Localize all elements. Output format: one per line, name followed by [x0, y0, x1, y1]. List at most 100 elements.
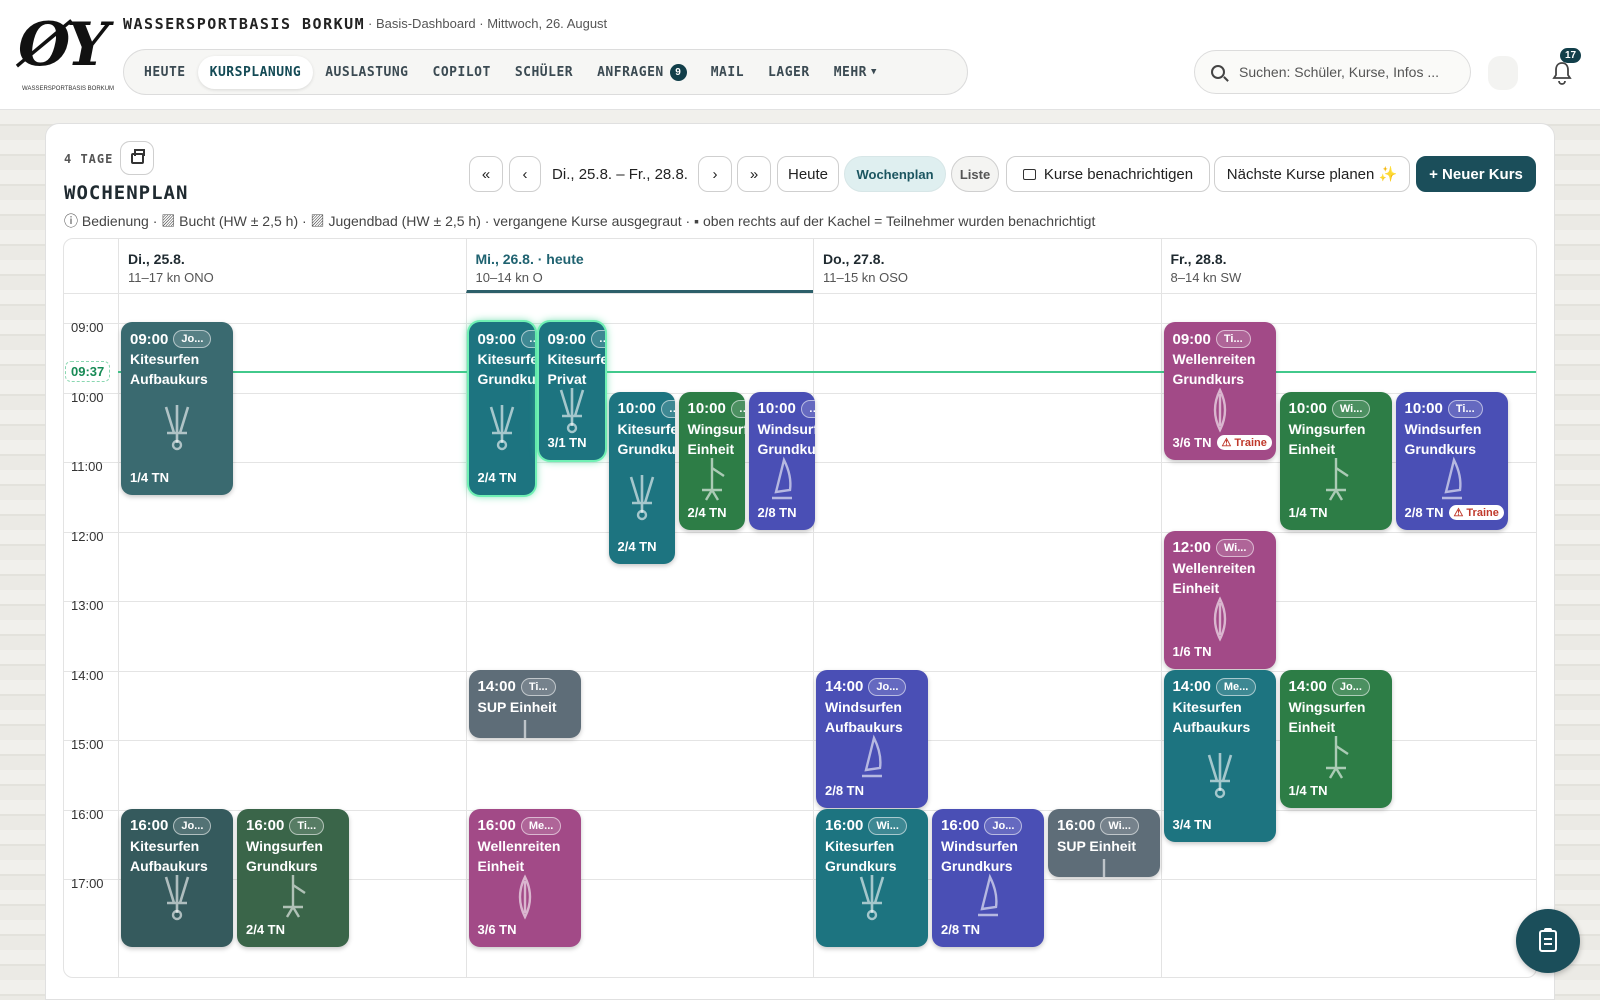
- course-time: 10:00: [687, 400, 726, 417]
- instructor-tag: Wi...: [1215, 538, 1255, 557]
- clipboard-button[interactable]: [1516, 909, 1580, 973]
- participants-count: 2/4 TN: [618, 539, 657, 554]
- instructor-tag: Jo...: [1331, 677, 1370, 696]
- search-input[interactable]: [1239, 64, 1464, 80]
- jump-back-button[interactable]: «: [469, 156, 503, 192]
- day-header[interactable]: Mi., 26.8. · heute 10–14 kn O: [465, 239, 813, 293]
- nav-item-label: HEUTE: [144, 64, 186, 80]
- course-name: Aufbaukurs: [825, 718, 903, 735]
- day-column-line: [465, 293, 467, 977]
- nav-item-anfragen[interactable]: ANFRAGEN 9: [585, 55, 699, 90]
- participants-count: 3/1 TN: [548, 435, 587, 450]
- course-name: Wingsurfen: [1288, 420, 1366, 437]
- instructor-tag: Ti...: [1447, 399, 1483, 418]
- nav-item-copilot[interactable]: COPILOT: [421, 56, 503, 89]
- tab-wochenplan[interactable]: Wochenplan: [844, 156, 946, 192]
- course-name: Grundkurs: [757, 440, 815, 457]
- course-tile-sup[interactable]: 14:00 Ti... SUP Einheit: [468, 669, 581, 738]
- day-header[interactable]: Di., 25.8. 11–17 kn ONO: [118, 239, 466, 293]
- bell-icon[interactable]: [1551, 60, 1573, 86]
- nav-item-mehr[interactable]: MEHR ▼: [822, 56, 889, 89]
- nav-item-auslastung[interactable]: AUSLASTUNG: [313, 56, 420, 89]
- day-column-line: [813, 293, 814, 977]
- logo[interactable]: ØY WASSERSPORTBASIS BORKUM: [14, 10, 114, 98]
- double-chevron-right-icon: »: [749, 165, 759, 183]
- tab-liste[interactable]: Liste: [951, 156, 999, 192]
- course-name: Kitesurfen: [547, 351, 605, 367]
- day-header[interactable]: Do., 27.8. 11–15 kn OSO: [813, 239, 1161, 293]
- nav-item-heute[interactable]: HEUTE: [132, 56, 198, 89]
- participants-count: 2/8 TN: [941, 922, 980, 937]
- current-time-label: 09:37: [65, 361, 111, 382]
- course-name: Windsurfen: [825, 698, 902, 715]
- course-tile-wind[interactable]: 10:00 Ti... Windsurfen Grundkurs 2/8 TN ⚠ Tra…: [1395, 391, 1508, 530]
- course-tile-sup[interactable]: 16:00 Wi... SUP Einheit: [1048, 808, 1160, 877]
- participants-count: 2/4 TN: [688, 505, 727, 520]
- chevron-left-icon: ‹: [522, 165, 528, 183]
- hour-line: [64, 670, 1536, 672]
- course-tile-wind[interactable]: 14:00 Jo... Windsurfen Aufbaukurs 2/8 TN: [816, 669, 928, 808]
- instructor-tag: Jo...: [173, 330, 212, 348]
- plan-next-courses-button[interactable]: Nächste Kurse planen ✨: [1214, 156, 1410, 192]
- course-name: Kitesurfen: [617, 420, 675, 437]
- jump-forward-button[interactable]: »: [737, 156, 771, 192]
- participants-count: 2/8 TN: [758, 505, 797, 520]
- course-tile-wing[interactable]: 10:00 Wi... Wingsurfen Einheit 1/4 TN: [1279, 391, 1392, 530]
- course-time: 14:00: [1288, 678, 1327, 695]
- course-time-row: 14:00 Ti...: [478, 677, 581, 696]
- nav-item-label: KURSPLANUNG: [209, 64, 302, 80]
- nav-item-mail[interactable]: MAIL: [699, 56, 756, 89]
- notify-courses-label: Kurse benachrichtigen: [1043, 165, 1194, 183]
- course-tile-welle[interactable]: 12:00 Wi... Wellenreiten Einheit 1/6 TN: [1163, 530, 1276, 669]
- prev-button[interactable]: ‹: [509, 156, 541, 192]
- participants-label: 3/6 TN: [1172, 435, 1212, 450]
- course-tile-wing[interactable]: 10:00… Wingsurfen Einheit 2/4 TN: [678, 391, 745, 530]
- course-tile-wing[interactable]: 14:00 Jo... Wingsurfen Einheit 1/4 TN: [1279, 669, 1392, 808]
- instructor-tag: Ti...: [289, 816, 325, 835]
- hour-line: [64, 740, 1536, 741]
- today-button[interactable]: Heute: [777, 156, 839, 192]
- course-tile-welle[interactable]: 16:00 Me... Wellenreiten Einheit 3/6 TN: [468, 808, 581, 947]
- course-tile-welle[interactable]: 09:00 Ti... Wellenreiten Grundkurs 3/6 TN ⚠ T…: [1163, 322, 1276, 460]
- new-course-button[interactable]: + Neuer Kurs: [1416, 156, 1536, 192]
- nav-item-label: MEHR: [833, 64, 867, 80]
- course-tile-kite[interactable]: 16:00 Wi... Kitesurfen Grundkurs: [816, 808, 928, 947]
- participants-label: 2/8 TN: [757, 504, 797, 520]
- instructor-tag: …: [660, 399, 675, 418]
- next-button[interactable]: ›: [698, 156, 732, 192]
- course-tile-kite[interactable]: 14:00 Me... Kitesurfen Aufbaukurs 3/4 TN: [1163, 669, 1276, 843]
- kite-icon: [488, 403, 516, 451]
- instructor-tag: Jo...: [868, 677, 907, 696]
- participants-count: 2/8 TN: [825, 783, 864, 798]
- participants-label: 3/1 TN: [547, 435, 587, 450]
- course-tile-kite[interactable]: 16:00 Jo... Kitesurfen Aufbaukurs: [121, 808, 233, 947]
- nav-item-schüler[interactable]: SCHÜLER: [503, 56, 585, 89]
- course-tile-kite[interactable]: 09:00 Jo... Kitesurfen Aufbaukurs 1/4 TN: [121, 322, 233, 495]
- instructor-tag: Ti...: [1215, 330, 1251, 348]
- course-name: SUP Einheit: [477, 698, 557, 715]
- participants-label: 2/4 TN: [687, 504, 727, 520]
- avatar[interactable]: [1488, 56, 1518, 90]
- course-tile-wind[interactable]: 16:00 Jo... Windsurfen Grundkurs 2/8 TN: [932, 808, 1044, 947]
- clipboard-icon: [1539, 928, 1557, 952]
- notify-courses-button[interactable]: Kurse benachrichtigen: [1006, 156, 1210, 192]
- day-header[interactable]: Fr., 28.8. 8–14 kn SW: [1160, 239, 1508, 293]
- course-tile-kite[interactable]: 09:00… Kitesurfen Privat 3/1 TN: [538, 322, 605, 460]
- nav-item-lager[interactable]: LAGER: [756, 56, 822, 89]
- instructor-tag: Wi...: [868, 816, 907, 835]
- print-button[interactable]: [120, 141, 154, 175]
- course-tile-wing[interactable]: 16:00 Ti... Wingsurfen Grundkurs 2/4 TN: [237, 808, 349, 947]
- nav-item-kursplanung[interactable]: KURSPLANUNG: [197, 55, 314, 89]
- course-tile-wind[interactable]: 10:00… Windsurfen Grundkurs 2/8 TN: [748, 391, 815, 530]
- course-tile-kite[interactable]: 09:00… Kitesurfen Grundkurs 2/4 TN: [468, 322, 535, 495]
- day-column-line: [118, 293, 119, 977]
- participants-count: 3/6 TN ⚠ Traine: [1173, 435, 1272, 450]
- search-box[interactable]: [1194, 50, 1471, 94]
- course-tile-kite[interactable]: 10:00… Kitesurfen Grundkurs 2/4 TN: [608, 391, 675, 565]
- wing-icon: [279, 873, 307, 918]
- participants-label: 1/6 TN: [1172, 643, 1212, 659]
- course-time: 10:00: [1288, 400, 1327, 417]
- header-divider: [64, 293, 1536, 294]
- instructor-tag: …: [590, 330, 605, 348]
- sup-icon: [1090, 857, 1118, 877]
